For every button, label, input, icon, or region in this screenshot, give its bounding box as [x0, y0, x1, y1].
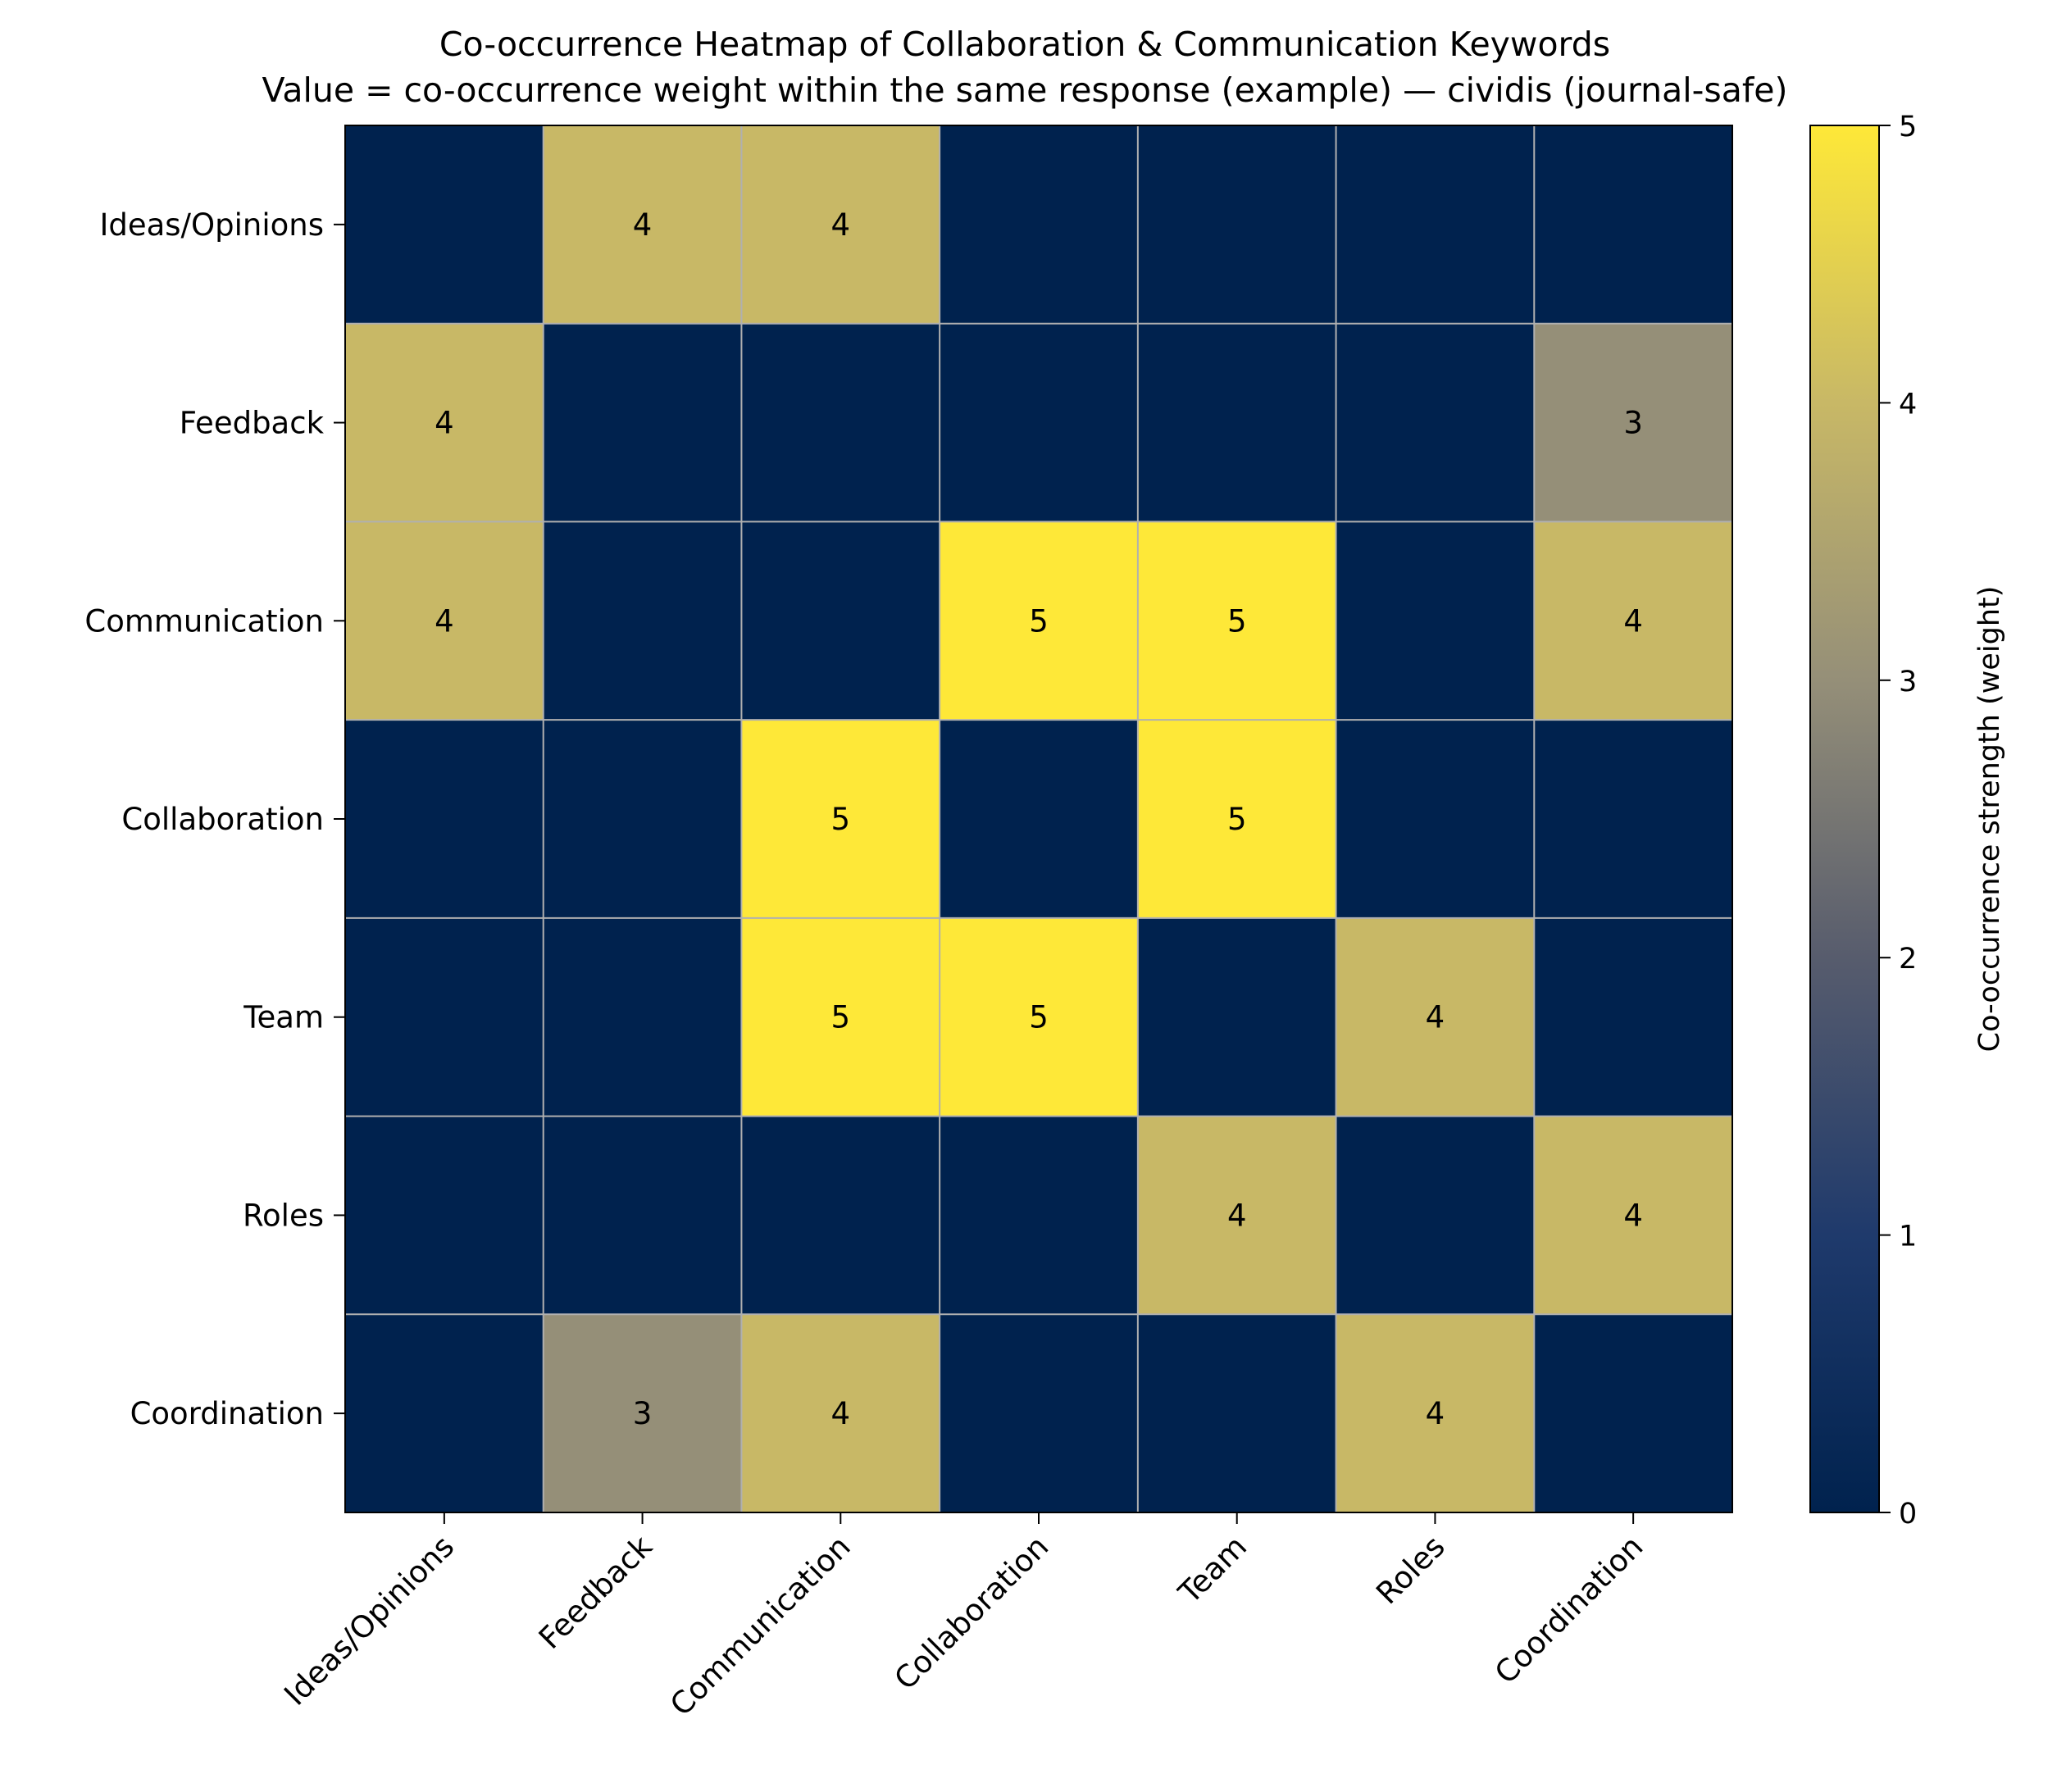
- heatmap-cell: [741, 720, 940, 919]
- cell-value-label: 4: [435, 603, 454, 639]
- cell-value-label: 5: [1227, 603, 1247, 639]
- cell-value-label: 4: [1623, 1198, 1643, 1233]
- chart-title: Co-occurrence Heatmap of Collaboration &…: [439, 25, 1610, 64]
- heatmap-grid: [345, 125, 1732, 1512]
- cell-value-label: 4: [435, 406, 454, 441]
- heatmap-cell: [940, 125, 1139, 325]
- heatmap-cell: [1534, 720, 1733, 919]
- colorbar: [1809, 125, 1880, 1513]
- heatmap-cell: [741, 125, 940, 325]
- heatmap-cell: [1137, 1116, 1337, 1315]
- heatmap-cell: [1137, 323, 1337, 522]
- heatmap-cell: [543, 917, 742, 1117]
- x-tick-label: Team: [1172, 1529, 1254, 1611]
- heatmap-cell: [1534, 323, 1733, 522]
- heatmap-cell: [543, 1314, 742, 1513]
- heatmap-cell: [543, 125, 742, 325]
- cell-value-label: 5: [831, 1000, 851, 1035]
- heatmap-cell: [741, 1116, 940, 1315]
- heatmap-cell: [940, 1116, 1139, 1315]
- x-tick-label: Ideas/Opinions: [277, 1529, 461, 1712]
- colorbar-label: Co-occurrence strength (weight): [1973, 586, 2006, 1053]
- cell-value-label: 3: [1623, 406, 1643, 441]
- colorbar-tick-label: 2: [1899, 943, 1917, 976]
- heatmap-cell: [940, 521, 1139, 721]
- heatmap-cell: [345, 125, 544, 325]
- heatmap-cell: [1137, 720, 1337, 919]
- cell-value-label: 4: [1426, 1396, 1445, 1431]
- plot-frame: [344, 125, 1733, 1513]
- cell-value-label: 5: [1029, 603, 1049, 639]
- colorbar-tick-label: 3: [1899, 666, 1917, 698]
- cell-value-label: 4: [831, 207, 851, 243]
- y-axis: Ideas/Opinions Feedback Communication Colla…: [84, 207, 345, 1431]
- x-tick-label: Communication: [663, 1529, 858, 1723]
- heatmap-cell: [940, 917, 1139, 1117]
- y-tick-label: Feedback: [180, 406, 325, 441]
- heatmap-cell: [1336, 917, 1535, 1117]
- heatmap-cell: [345, 1116, 544, 1315]
- cell-annotations: 4 4 4 3 4 5 5 4 5 5 5 5 4 4 4 3 4 4: [435, 207, 1643, 1431]
- heatmap-cell: [345, 917, 544, 1117]
- heatmap-cell: [1534, 1116, 1733, 1315]
- heatmap-cell: [1137, 917, 1337, 1117]
- y-tick-label: Coordination: [130, 1396, 324, 1431]
- heatmap-cell: [345, 1314, 544, 1513]
- heatmap-cell: [1534, 1314, 1733, 1513]
- heatmap-cell: [1336, 521, 1535, 721]
- x-tick-label: Coordination: [1488, 1529, 1650, 1691]
- heatmap-cell: [741, 323, 940, 522]
- cell-value-label: 5: [1227, 802, 1247, 837]
- colorbar-tick-label: 1: [1899, 1221, 1917, 1253]
- heatmap-cell: [1534, 917, 1733, 1117]
- heatmap-cell: [543, 720, 742, 919]
- cell-value-label: 4: [1623, 603, 1643, 639]
- y-tick-label: Communication: [84, 603, 324, 639]
- cell-value-label: 5: [831, 802, 851, 837]
- colorbar-tick-label: 0: [1899, 1498, 1917, 1530]
- heatmap-cell: [741, 521, 940, 721]
- cell-value-label: 5: [1029, 1000, 1049, 1035]
- heatmap-cell: [940, 1314, 1139, 1513]
- colorbar-ticks: 0 1 2 3 4 5: [1879, 111, 1917, 1530]
- heatmap-cell: [543, 1116, 742, 1315]
- heatmap-cell: [345, 323, 544, 522]
- heatmap-cell: [1534, 125, 1733, 325]
- colorbar-tick-label: 4: [1899, 388, 1917, 421]
- heatmap-cell: [345, 720, 544, 919]
- cell-value-label: 4: [1426, 1000, 1445, 1035]
- heatmap-cell: [1336, 1116, 1535, 1315]
- x-tick-label: Feedback: [532, 1529, 659, 1656]
- heatmap-cell: [940, 323, 1139, 522]
- heatmap-cell: [741, 1314, 940, 1513]
- x-axis: Ideas/Opinions Feedback Communication Colla…: [277, 1512, 1650, 1723]
- heatmap-cell: [345, 521, 544, 721]
- y-tick-label: Collaboration: [121, 802, 324, 837]
- heatmap-cell: [1137, 521, 1337, 721]
- heatmap-cell: [940, 720, 1139, 919]
- cell-value-label: 4: [1227, 1198, 1247, 1233]
- y-tick-label: Roles: [243, 1198, 324, 1233]
- heatmap-cell: [1336, 720, 1535, 919]
- colorbar-tick-label: 5: [1899, 111, 1917, 143]
- chart-subtitle: Value = co-occurrence weight within the …: [262, 70, 1787, 110]
- heatmap-cells: [345, 125, 1733, 1513]
- cell-value-label: 4: [633, 207, 653, 243]
- y-tick-label: Team: [243, 1000, 324, 1035]
- cell-value-label: 4: [831, 1396, 851, 1431]
- heatmap-cell: [1336, 125, 1535, 325]
- heatmap-cell: [741, 917, 940, 1117]
- cell-value-label: 3: [633, 1396, 653, 1431]
- x-tick-label: Roles: [1369, 1529, 1451, 1611]
- y-tick-label: Ideas/Opinions: [99, 207, 324, 243]
- heatmap-cell: [1534, 521, 1733, 721]
- heatmap-cell: [543, 521, 742, 721]
- x-tick-label: Collaboration: [888, 1529, 1056, 1697]
- heatmap-cell: [1137, 125, 1337, 325]
- heatmap-cell: [543, 323, 742, 522]
- heatmap-cell: [1336, 1314, 1535, 1513]
- heatmap-cell: [1336, 323, 1535, 522]
- heatmap-cell: [1137, 1314, 1337, 1513]
